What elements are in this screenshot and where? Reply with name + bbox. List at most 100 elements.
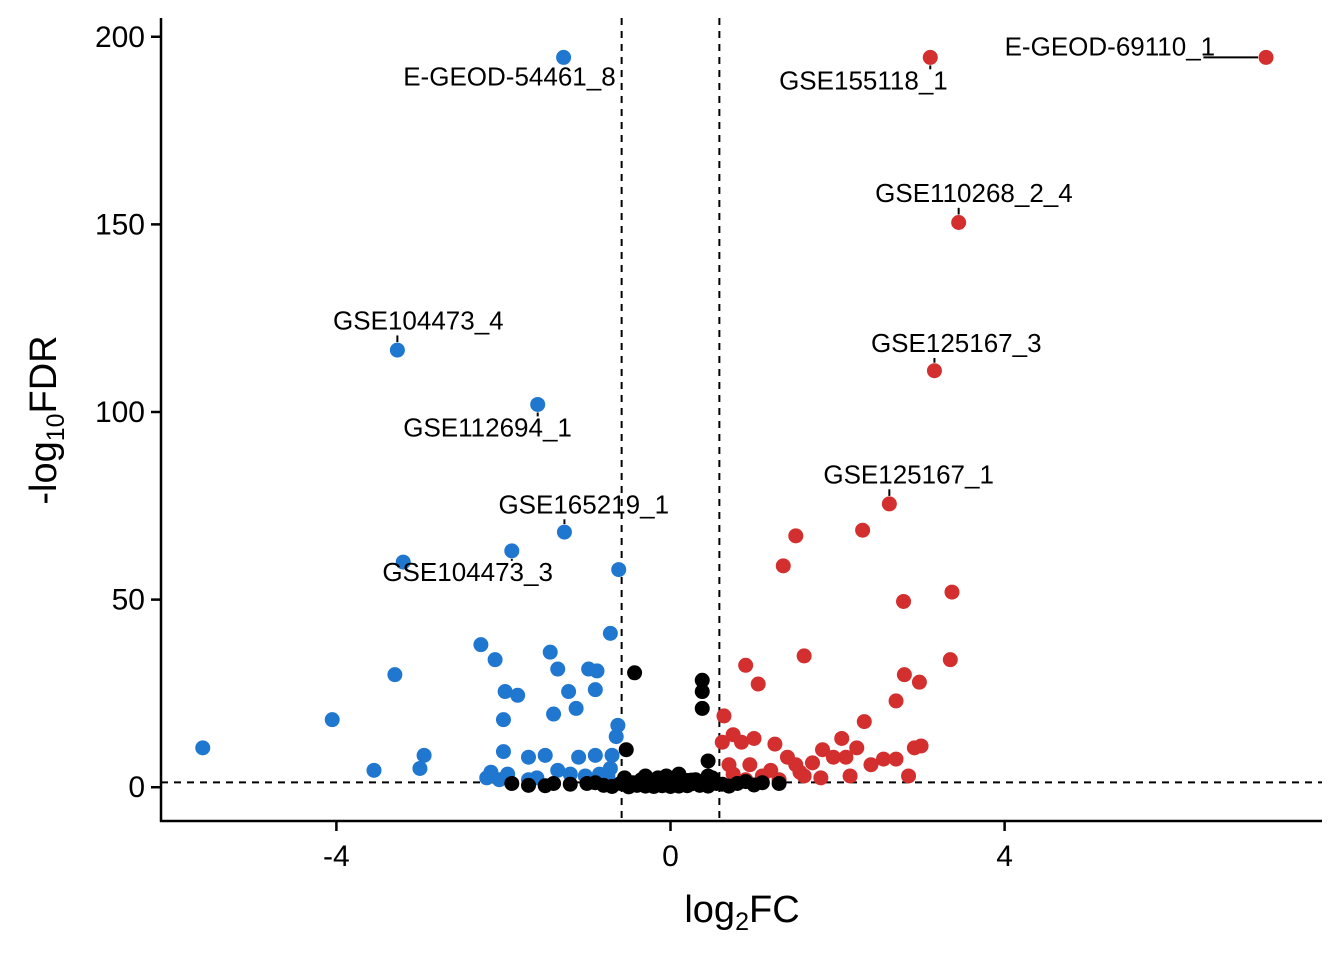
up-point [911,674,927,690]
annotation-label: GSE104473_3 [382,557,553,587]
down-point [487,652,503,668]
ns-point [504,775,520,791]
down-point [504,543,520,559]
up-point [796,768,812,784]
x-tick-label: 0 [662,840,679,873]
down-point [587,682,603,698]
ns-point [537,778,553,794]
up-point [855,522,871,538]
annotation-label: GSE125167_1 [823,459,994,489]
point-annotations: E-GEOD-54461_8 GSE155118_1 E-GEOD-69110_1 G… [333,32,1259,587]
down-point [602,625,618,641]
down-point [495,744,511,760]
down-point [412,760,428,776]
up-point [788,757,804,773]
down-point [497,684,513,700]
down-point [587,747,603,763]
ns-point [694,672,710,688]
x-tick-label: 4 [996,840,1013,873]
up-point [714,734,730,750]
up-point [901,768,917,784]
up-point [849,740,865,756]
down-point [550,661,566,677]
up-point [875,751,891,767]
y-tick-label: 50 [112,584,145,617]
ns-point [694,700,710,716]
annotation-label: GSE112694_1 [403,412,572,442]
ns-point [646,775,662,791]
up-point [838,749,854,765]
up-point [796,648,812,664]
up-point [926,363,942,379]
ns-point [521,777,537,793]
annotation-label: GSE104473_4 [333,305,504,335]
ns-point [771,775,787,791]
up-point [842,768,858,784]
annotation-label: GSE165219_1 [498,489,669,519]
ns-point [562,776,578,792]
down-point [550,762,566,778]
down-point [530,396,546,412]
ns-point [700,753,716,769]
down-point [571,749,587,765]
x-axis-title: log2FC [684,889,799,936]
down-point [546,706,562,722]
up-point [804,755,820,771]
up-point [942,652,958,668]
ns-point [683,772,699,788]
down-point [491,772,507,788]
down-point [608,729,624,745]
up-point [750,676,766,692]
down-point [589,663,605,679]
y-axis-title: -log10FDR [23,335,70,504]
annotation-label: GSE125167_3 [871,328,1042,358]
down-point [416,747,432,763]
down-point [521,749,537,765]
down-point [324,712,340,728]
up-point [951,215,967,231]
ns-point [587,775,603,791]
up-point [716,708,732,724]
annotation-label: E-GEOD-69110_1 [1005,32,1216,62]
ns-point [627,665,643,681]
up-point [922,49,938,65]
down-point [611,562,627,578]
ns-point [754,775,770,791]
data-points [195,49,1274,795]
down-point [510,687,526,703]
up-point [767,736,783,752]
up-point [813,770,829,786]
down-point [604,747,620,763]
down-point [568,700,584,716]
ns-point [658,768,674,784]
down-point [387,667,403,683]
up-point [788,528,804,544]
up-point [815,742,831,758]
ns-point [618,742,634,758]
down-point [610,717,626,733]
up-point [721,757,737,773]
ns-point [721,778,737,794]
down-point [395,554,411,570]
up-point [913,738,929,754]
ns-point [700,768,716,784]
y-tick-label: 100 [95,396,145,429]
down-point [389,342,405,358]
up-point [896,667,912,683]
down-point [561,684,577,700]
axes: -4 0 4 0 50 100 150 200 [95,18,1322,873]
x-tick-label: -4 [323,840,350,873]
up-point [1258,49,1274,65]
ns-point [621,779,637,795]
up-point [834,730,850,746]
ns-point [604,778,620,794]
down-point [473,637,489,653]
up-point [944,584,960,600]
up-point [888,751,904,767]
y-tick-label: 0 [128,771,145,804]
down-point [495,712,511,728]
annotation-label: GSE110268_2_4 [875,178,1073,208]
down-point [366,762,382,778]
up-point [738,657,754,673]
